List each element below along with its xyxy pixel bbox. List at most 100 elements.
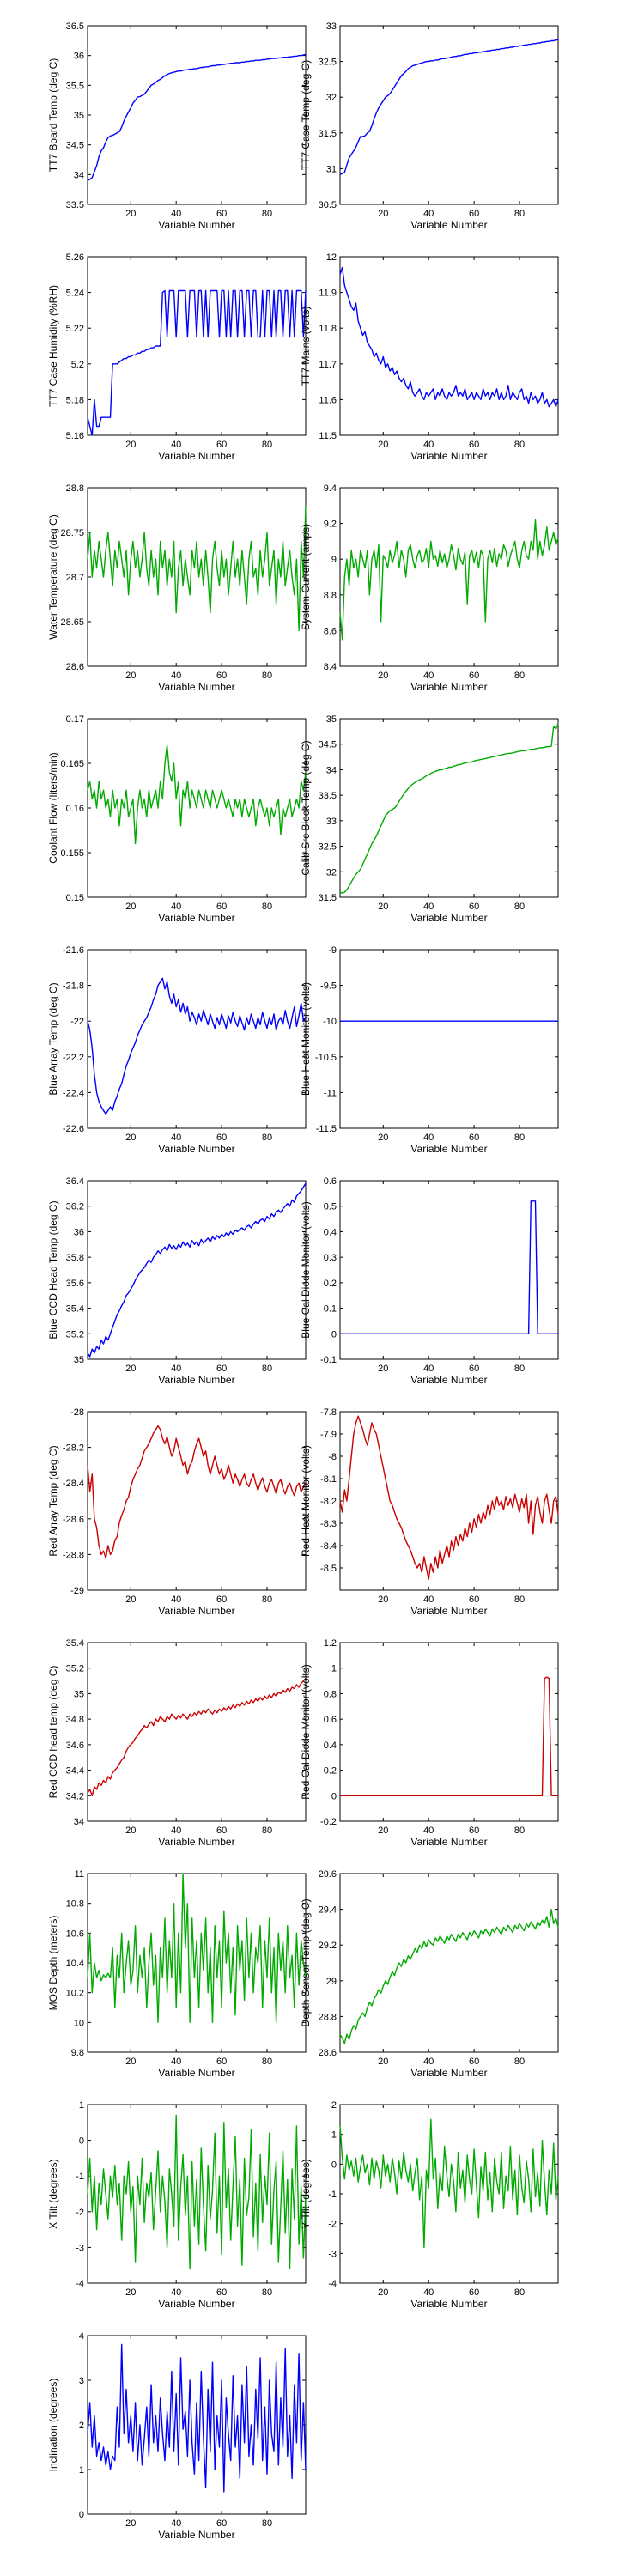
- chart-3: 5.16 5.18 5.2 5.22 5.24 5.26 20 40 60 80 Variable …: [47, 252, 307, 462]
- x-tick-label: 20: [125, 440, 136, 450]
- x-axis-label: Variable Number: [410, 681, 487, 693]
- series-line-1: [340, 1676, 558, 1797]
- y-tick-label: -7.9: [320, 1430, 337, 1440]
- y-tick-label: -1: [76, 2172, 84, 2182]
- y-tick-label: 36.4: [66, 1176, 84, 1187]
- y-tick-label: 33: [326, 817, 337, 827]
- y-tick-label: -9.5: [320, 981, 337, 992]
- y-tick-label: 1: [331, 1664, 337, 1674]
- x-axis-label: Variable Number: [410, 1605, 487, 1617]
- y-tick-label: 28.6: [319, 2048, 337, 2058]
- x-tick-label: 80: [262, 1133, 272, 1143]
- x-tick-label: 40: [171, 2057, 181, 2067]
- plot-frame: [339, 25, 559, 205]
- plot-frame: [87, 25, 307, 205]
- x-tick-label: 80: [262, 1364, 272, 1374]
- y-tick-label: 32: [326, 867, 337, 878]
- y-tick-label: 11.8: [319, 324, 337, 334]
- series-line-1: [87, 289, 307, 436]
- series-line-1: [87, 53, 307, 181]
- y-tick-label: 35.4: [66, 1304, 84, 1315]
- y-axis-label: TT7 Board Temp (deg C): [47, 58, 59, 173]
- y-tick-label: 31: [326, 164, 337, 174]
- y-tick-label: 34: [74, 1817, 84, 1827]
- y-tick-label: 0.155: [60, 848, 84, 859]
- y-tick-label: 33.5: [319, 791, 337, 801]
- y-tick-label: 32.5: [319, 842, 337, 853]
- series-line-1: [339, 1415, 559, 1580]
- x-tick-label: 80: [262, 440, 272, 450]
- y-axis-label: Red Heat Monitor (volts): [300, 1445, 312, 1557]
- x-tick-label: 80: [262, 2518, 272, 2529]
- y-tick-label: 30.5: [319, 200, 337, 210]
- x-tick-label: 40: [171, 1595, 181, 1605]
- series-line-1: [339, 2118, 559, 2249]
- series-line-1: [87, 1873, 307, 2024]
- x-tick-label: 60: [216, 209, 227, 219]
- y-axis-label: Blue Heat Monitor (volts): [300, 982, 312, 1096]
- x-axis-label: Variable Number: [158, 2529, 234, 2541]
- y-tick-label: 34.5: [66, 141, 84, 151]
- x-tick-label: 40: [171, 1826, 181, 1836]
- plot-frame: [339, 1873, 559, 2053]
- y-axis-label: Depth Sensor Temp (deg C): [300, 1899, 312, 2026]
- y-tick-label: -4: [328, 2279, 337, 2289]
- x-tick-label: 80: [262, 209, 272, 219]
- x-tick-label: 60: [216, 1364, 227, 1374]
- y-axis-label: Red CCD head temp (deg C): [47, 1666, 59, 1799]
- y-tick-label: 36.2: [66, 1202, 84, 1212]
- y-tick-label: 33: [326, 21, 337, 32]
- chart-6: 8.4 8.6 8.8 9 9.2 9.4 20 40 60 80 Variable Number S…: [300, 483, 559, 693]
- x-tick-label: 60: [216, 440, 227, 450]
- x-axis-label: Variable Number: [158, 912, 234, 924]
- x-tick-label: 80: [514, 1133, 525, 1143]
- x-tick-label: 20: [378, 671, 388, 681]
- series-line-1: [87, 1678, 307, 1797]
- x-tick-label: 80: [514, 902, 525, 912]
- y-tick-label: 0: [331, 1329, 337, 1340]
- y-tick-label: 9.2: [324, 519, 337, 530]
- x-tick-label: 20: [125, 2057, 136, 2067]
- y-tick-label: 34.5: [319, 740, 337, 750]
- x-tick-label: 80: [514, 1595, 525, 1605]
- series-line-1: [339, 39, 558, 175]
- y-axis-label: Y Tilt (degrees): [300, 2159, 312, 2228]
- y-tick-label: 35.8: [66, 1253, 84, 1263]
- y-tick-label: 35: [74, 111, 84, 121]
- x-tick-label: 80: [514, 440, 525, 450]
- y-tick-label: 1: [79, 2465, 84, 2476]
- x-tick-label: 60: [216, 2057, 227, 2067]
- x-tick-label: 40: [423, 1364, 434, 1374]
- y-axis-label: Red Array Temp (deg C): [47, 1445, 59, 1556]
- x-tick-label: 20: [125, 671, 136, 681]
- x-tick-label: 60: [469, 2287, 479, 2298]
- x-axis-label: Variable Number: [158, 2067, 234, 2079]
- y-axis-label: Water Temperature (deg C): [47, 514, 59, 639]
- y-tick-label: 0.2: [324, 1279, 337, 1289]
- y-tick-label: -28.8: [63, 1550, 84, 1560]
- x-axis-label: Variable Number: [410, 912, 487, 924]
- x-tick-label: 80: [262, 1826, 272, 1836]
- y-tick-label: -2: [328, 2220, 337, 2230]
- y-tick-label: 9: [331, 555, 337, 565]
- y-tick-label: 35: [74, 1355, 84, 1365]
- x-tick-label: 20: [125, 209, 136, 219]
- x-axis-label: Variable Number: [410, 1374, 487, 1386]
- y-tick-label: -8.3: [320, 1519, 337, 1529]
- x-tick-label: 80: [262, 671, 272, 681]
- x-tick-label: 40: [423, 2057, 434, 2067]
- y-tick-label: 35: [74, 1689, 84, 1699]
- plot-frame: [339, 1180, 559, 1360]
- y-tick-label: 5.16: [66, 431, 84, 441]
- x-axis-label: Variable Number: [158, 1605, 234, 1617]
- y-tick-label: -1: [328, 2190, 337, 2200]
- chart-12: -0.1 0 0.1 0.2 0.3 0.4 0.5 0.6 20 40 60 80 Variable …: [300, 1176, 559, 1386]
- y-tick-label: -8.1: [320, 1474, 337, 1485]
- x-tick-label: 80: [262, 1595, 272, 1605]
- y-tick-label: 0.16: [66, 804, 84, 814]
- series-line-1: [87, 1425, 307, 1559]
- plot-frame: [87, 487, 307, 667]
- x-tick-label: 20: [378, 2287, 388, 2298]
- y-tick-label: -8: [328, 1452, 337, 1462]
- y-tick-label: 35.2: [66, 1329, 84, 1340]
